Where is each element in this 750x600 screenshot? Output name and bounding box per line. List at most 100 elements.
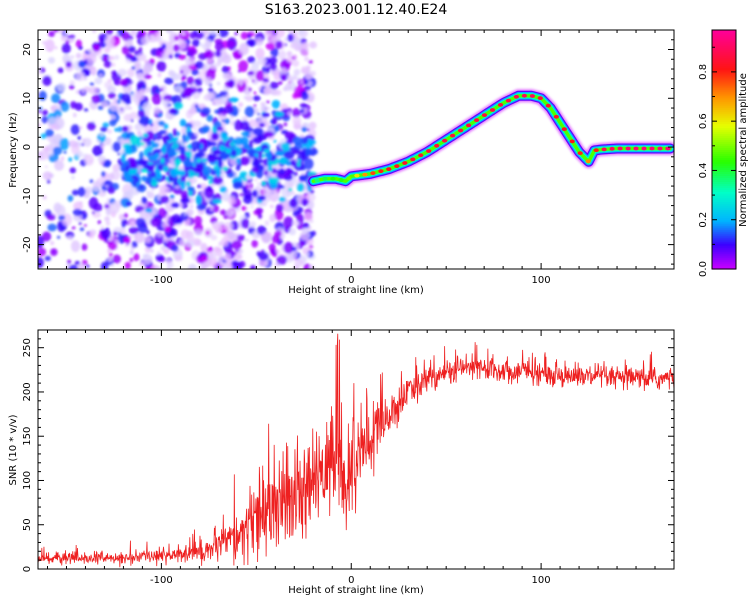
noise-blob [105,208,112,216]
noise-blob [184,213,188,216]
colorbar-segment [712,53,736,57]
noise-blob [274,89,282,96]
noise-blob [98,74,103,77]
noise-blob [227,40,235,48]
noise-blob [142,136,151,143]
noise-blob [172,44,180,52]
noise-blob [65,61,72,68]
noise-blob [124,261,131,269]
noise-blob [235,165,241,171]
ridge-peak [633,146,639,151]
noise-blob [128,226,139,235]
noise-blob [215,31,220,37]
noise-blob [172,186,183,195]
noise-blob [168,175,174,182]
noise-blob [265,42,275,50]
noise-blob [53,30,60,33]
colorbar-segment [712,171,736,174]
noise-blob [290,159,296,167]
noise-blob [304,148,312,157]
colorbar-segment [712,121,736,125]
noise-blob [180,198,191,204]
noise-highlight [267,166,273,172]
colorbar-segment [712,261,736,264]
noise-blob [240,31,249,40]
noise-blob [114,54,120,60]
noise-blob [307,80,313,86]
ridge-peak [362,172,368,177]
noise-blob [253,127,264,136]
noise-blob [194,215,203,226]
colorbar-segment [712,181,736,184]
noise-blob [224,118,230,125]
noise-blob [50,248,58,256]
colorbar-segment [712,83,736,87]
noise-blob [246,179,252,184]
noise-blob [112,141,121,152]
noise-blob [131,66,136,70]
noise-blob [265,67,270,72]
noise-blob [113,98,118,103]
noise-blob [42,109,49,116]
colorbar-segment [712,67,736,71]
noise-blob [111,62,116,67]
noise-blob [142,157,147,160]
noise-blob [271,249,276,254]
noise-blob [262,158,269,166]
colorbar-ticks: 0.0 0.2 0.4 0.6 0.8 [698,46,736,277]
noise-blob [61,43,71,54]
noise-blob [217,30,229,38]
noise-blob [38,70,43,75]
noise-blob [100,142,106,147]
noise-blob [294,259,305,267]
noise-blob [208,88,214,93]
ridge-peak [394,164,400,169]
noise-blob [71,226,76,230]
noise-blob [104,47,111,53]
noise-blob [157,112,163,117]
noise-blob [221,119,225,123]
noise-highlight [261,181,267,186]
noise-blob [68,235,73,241]
noise-blob [67,259,72,265]
noise-blob [307,95,314,101]
noise-blob [68,157,73,162]
ridge-peak [386,167,392,172]
noise-blob [275,40,283,50]
colorbar: 0.0 0.2 0.4 0.6 0.8 Normalized spectral ampl… [698,29,749,277]
colorbar-segment [712,111,736,115]
noise-blob [97,105,104,110]
noise-blob [98,55,103,59]
noise-blob [192,120,202,128]
noise-blob [146,230,150,235]
noise-blob [194,132,199,137]
ridge-peak [625,146,631,151]
noise-blob [56,82,67,92]
noise-blob [192,39,200,47]
noise-blob [136,53,147,61]
noise-blob [255,37,264,46]
noise-blob [253,157,260,167]
noise-blob [248,172,256,177]
noise-blob [292,59,300,67]
noise-highlight [160,157,165,163]
noise-blob [127,168,138,175]
snr-y-label: SNR (10 * v/v) [8,414,19,485]
noise-highlight [142,169,148,173]
noise-blob [293,68,301,76]
noise-blob [180,190,189,200]
noise-blob [57,67,64,74]
noise-blob [117,152,121,156]
noise-blob [178,39,187,50]
noise-blob [303,122,310,129]
noise-blob [234,52,241,56]
noise-blob [280,236,284,240]
spectrogram-y-label: Frequency (Hz) [8,112,19,188]
noise-blob [228,97,239,103]
noise-blob [242,185,247,194]
noise-blob [41,116,48,124]
noise-blob [218,114,225,120]
ridge-peak [481,113,488,117]
noise-highlight [148,162,154,165]
ridge-peak [585,159,591,164]
